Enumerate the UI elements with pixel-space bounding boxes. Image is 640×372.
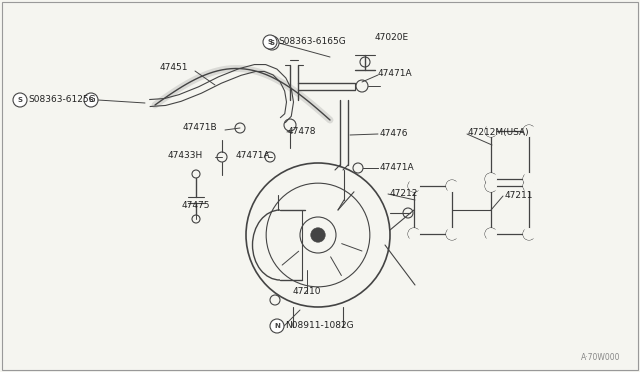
Circle shape — [270, 319, 284, 333]
Bar — [491, 186, 529, 234]
Text: 47433H: 47433H — [168, 151, 204, 160]
Text: S: S — [269, 40, 275, 46]
Circle shape — [408, 228, 420, 240]
Text: S: S — [268, 39, 273, 45]
Circle shape — [485, 125, 497, 137]
Text: 47475: 47475 — [182, 202, 211, 211]
Text: S08363-6165G: S08363-6165G — [278, 38, 346, 46]
Circle shape — [523, 125, 535, 137]
Text: 47212M(USA): 47212M(USA) — [468, 128, 530, 138]
Circle shape — [485, 173, 497, 185]
Circle shape — [523, 228, 535, 240]
Circle shape — [84, 93, 98, 107]
Text: 47471B: 47471B — [183, 124, 218, 132]
Circle shape — [263, 35, 277, 49]
Circle shape — [446, 228, 458, 240]
Text: S: S — [17, 97, 22, 103]
Circle shape — [485, 228, 497, 240]
Text: 47020E: 47020E — [375, 33, 409, 42]
Circle shape — [446, 180, 458, 192]
Bar — [414, 186, 452, 234]
Text: 47211: 47211 — [505, 192, 534, 201]
Circle shape — [408, 180, 420, 192]
Text: 47478: 47478 — [288, 126, 317, 135]
Text: S: S — [88, 97, 93, 103]
Text: S08363-6125G: S08363-6125G — [28, 96, 95, 105]
Circle shape — [13, 93, 27, 107]
Text: 47451: 47451 — [160, 64, 189, 73]
Text: 47471A: 47471A — [378, 70, 413, 78]
Circle shape — [523, 173, 535, 185]
Circle shape — [485, 180, 497, 192]
Bar — [491, 131, 529, 179]
Circle shape — [523, 180, 535, 192]
Text: 47210: 47210 — [292, 286, 321, 295]
Text: 47476: 47476 — [380, 128, 408, 138]
Text: N08911-1082G: N08911-1082G — [285, 321, 354, 330]
Circle shape — [265, 36, 279, 50]
Text: A·70W000: A·70W000 — [580, 353, 620, 362]
Text: 47471A: 47471A — [380, 164, 415, 173]
Circle shape — [311, 228, 325, 242]
Text: 47212: 47212 — [390, 189, 419, 199]
Text: N: N — [274, 323, 280, 329]
Text: 47471A: 47471A — [236, 151, 271, 160]
